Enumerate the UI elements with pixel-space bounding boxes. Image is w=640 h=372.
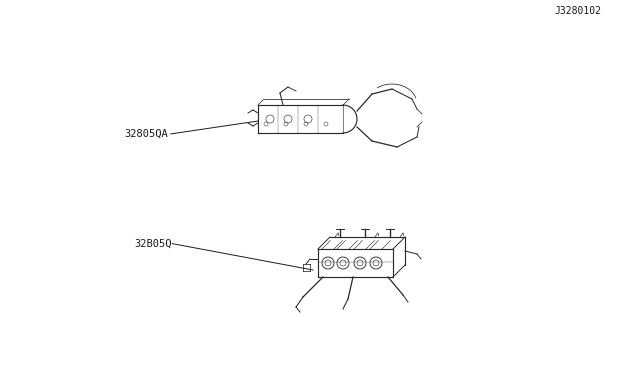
Text: 32B05Q: 32B05Q (134, 239, 172, 248)
Text: 32805QA: 32805QA (125, 129, 168, 139)
Text: J3280102: J3280102 (555, 6, 602, 16)
